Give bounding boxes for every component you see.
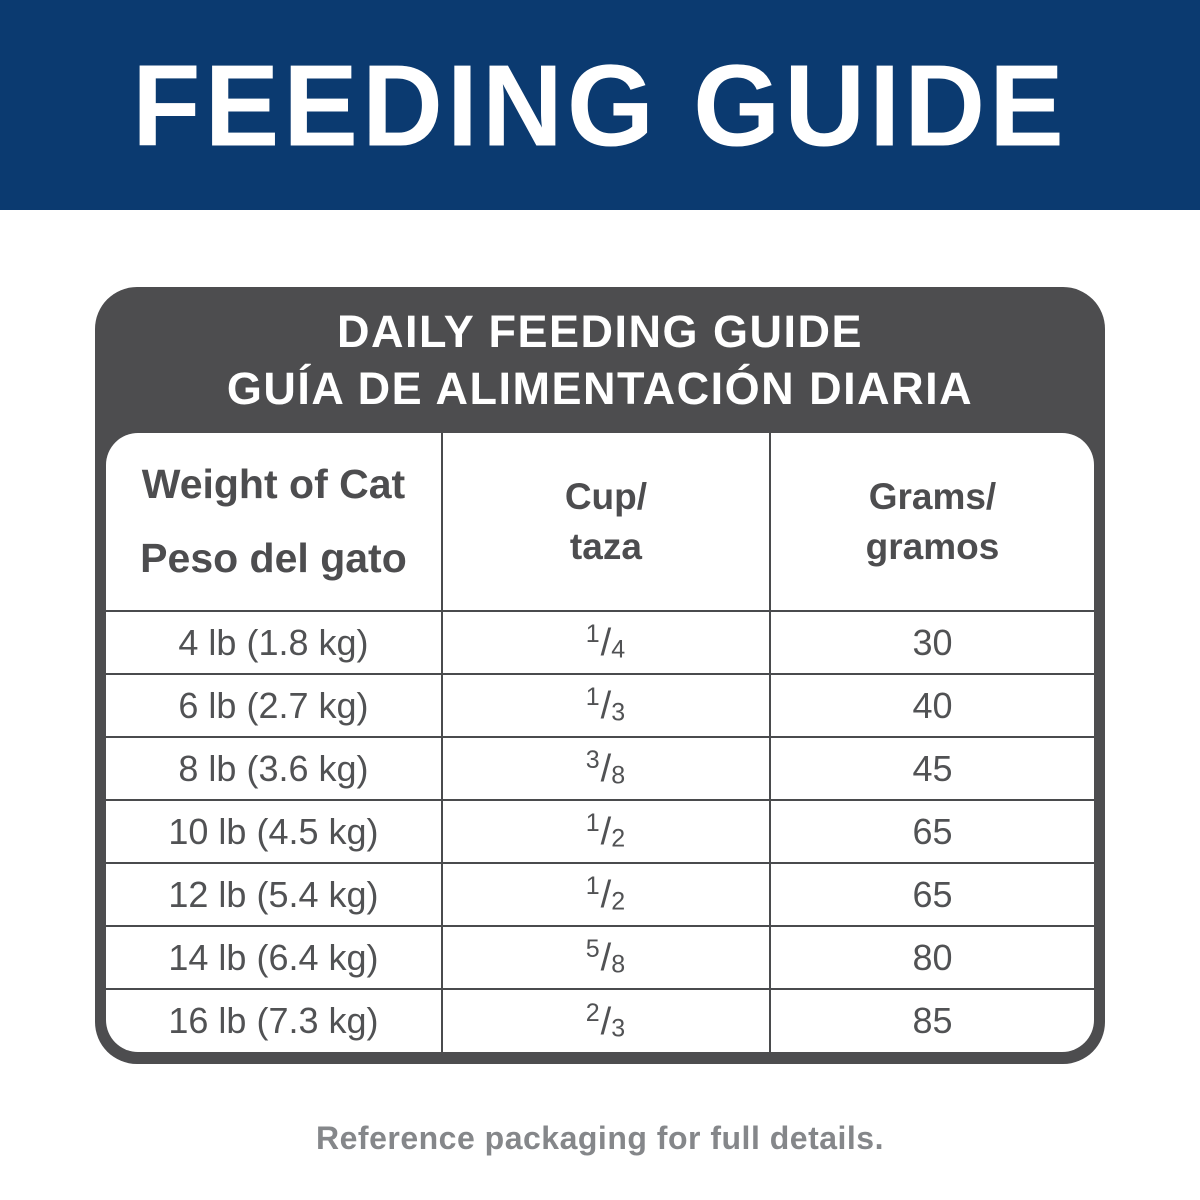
cell-cup: 1/2 (440, 799, 770, 863)
cup-fraction: 1/2 (585, 872, 627, 916)
cup-fraction: 1/4 (585, 620, 627, 664)
cell-grams: 85 (768, 988, 1094, 1052)
cell-grams: 40 (768, 673, 1094, 737)
cell-grams: 65 (768, 799, 1094, 863)
card-header-title-es: GUÍA DE ALIMENTACIÓN DIARIA (226, 363, 974, 414)
cell-weight: 6 lb (2.7 kg) (106, 673, 442, 737)
column-header-cup-es: taza (569, 525, 642, 567)
table-row: 4 lb (1.8 kg) 1/4 30 (106, 610, 1094, 674)
table-row: 6 lb (2.7 kg) 1/3 40 (106, 673, 1094, 737)
table-row: 10 lb (4.5 kg) 1/2 65 (106, 799, 1094, 863)
cell-weight: 12 lb (5.4 kg) (106, 862, 442, 926)
card-header-title-en: DAILY FEEDING GUIDE (336, 305, 864, 357)
table-row: 14 lb (6.4 kg) 5/8 80 (106, 925, 1094, 989)
footer-note: Reference packaging for full details. (316, 1120, 884, 1156)
cell-cup: 5/8 (440, 925, 770, 989)
column-header-weight-es: Peso del gato (140, 534, 407, 581)
cell-grams: 65 (768, 862, 1094, 926)
feeding-table-container: Weight of Cat Peso del gato Cup/ taza Gr… (106, 433, 1094, 1052)
cup-fraction: 2/3 (585, 998, 627, 1043)
column-header-grams-en: Grams/ (868, 475, 997, 517)
cell-cup: 3/8 (440, 736, 770, 800)
cup-fraction: 3/8 (585, 746, 627, 790)
column-header-cup-en: Cup/ (564, 475, 648, 517)
cell-weight: 14 lb (6.4 kg) (106, 925, 442, 989)
table-header-row: Weight of Cat Peso del gato Cup/ taza Gr… (106, 433, 1094, 611)
cell-grams: 45 (768, 736, 1094, 800)
banner-title: FEEDING GUIDE (132, 40, 1068, 171)
column-header-weight-en: Weight of Cat (141, 460, 406, 507)
column-header-weight: Weight of Cat Peso del gato (106, 433, 442, 611)
cell-grams: 30 (768, 610, 1094, 674)
cell-weight: 10 lb (4.5 kg) (106, 799, 442, 863)
daily-feeding-guide-card: DAILY FEEDING GUIDE GUÍA DE ALIMENTACIÓN… (95, 287, 1105, 1064)
cup-fraction: 1/3 (585, 683, 627, 727)
column-header-grams-es: gramos (865, 525, 1000, 567)
cell-weight: 8 lb (3.6 kg) (106, 736, 442, 800)
table-row: 8 lb (3.6 kg) 3/8 45 (106, 736, 1094, 800)
cell-grams: 80 (768, 925, 1094, 989)
feeding-guide-banner: FEEDING GUIDE (0, 0, 1200, 210)
cell-cup: 1/3 (440, 673, 770, 737)
feeding-table: Weight of Cat Peso del gato Cup/ taza Gr… (106, 433, 1094, 1052)
cell-cup: 2/3 (440, 988, 770, 1052)
column-header-grams: Grams/ gramos (768, 433, 1094, 611)
cell-cup: 1/2 (440, 862, 770, 926)
cell-weight: 4 lb (1.8 kg) (106, 610, 442, 674)
cell-weight: 16 lb (7.3 kg) (106, 988, 442, 1052)
column-header-cup: Cup/ taza (440, 433, 770, 611)
cup-fraction: 1/2 (585, 809, 627, 853)
cell-cup: 1/4 (440, 610, 770, 674)
table-row: 16 lb (7.3 kg) 2/3 85 (106, 988, 1094, 1052)
card-header: DAILY FEEDING GUIDE GUÍA DE ALIMENTACIÓN… (106, 287, 1094, 433)
table-row: 12 lb (5.4 kg) 1/2 65 (106, 862, 1094, 926)
cup-fraction: 5/8 (585, 935, 627, 979)
